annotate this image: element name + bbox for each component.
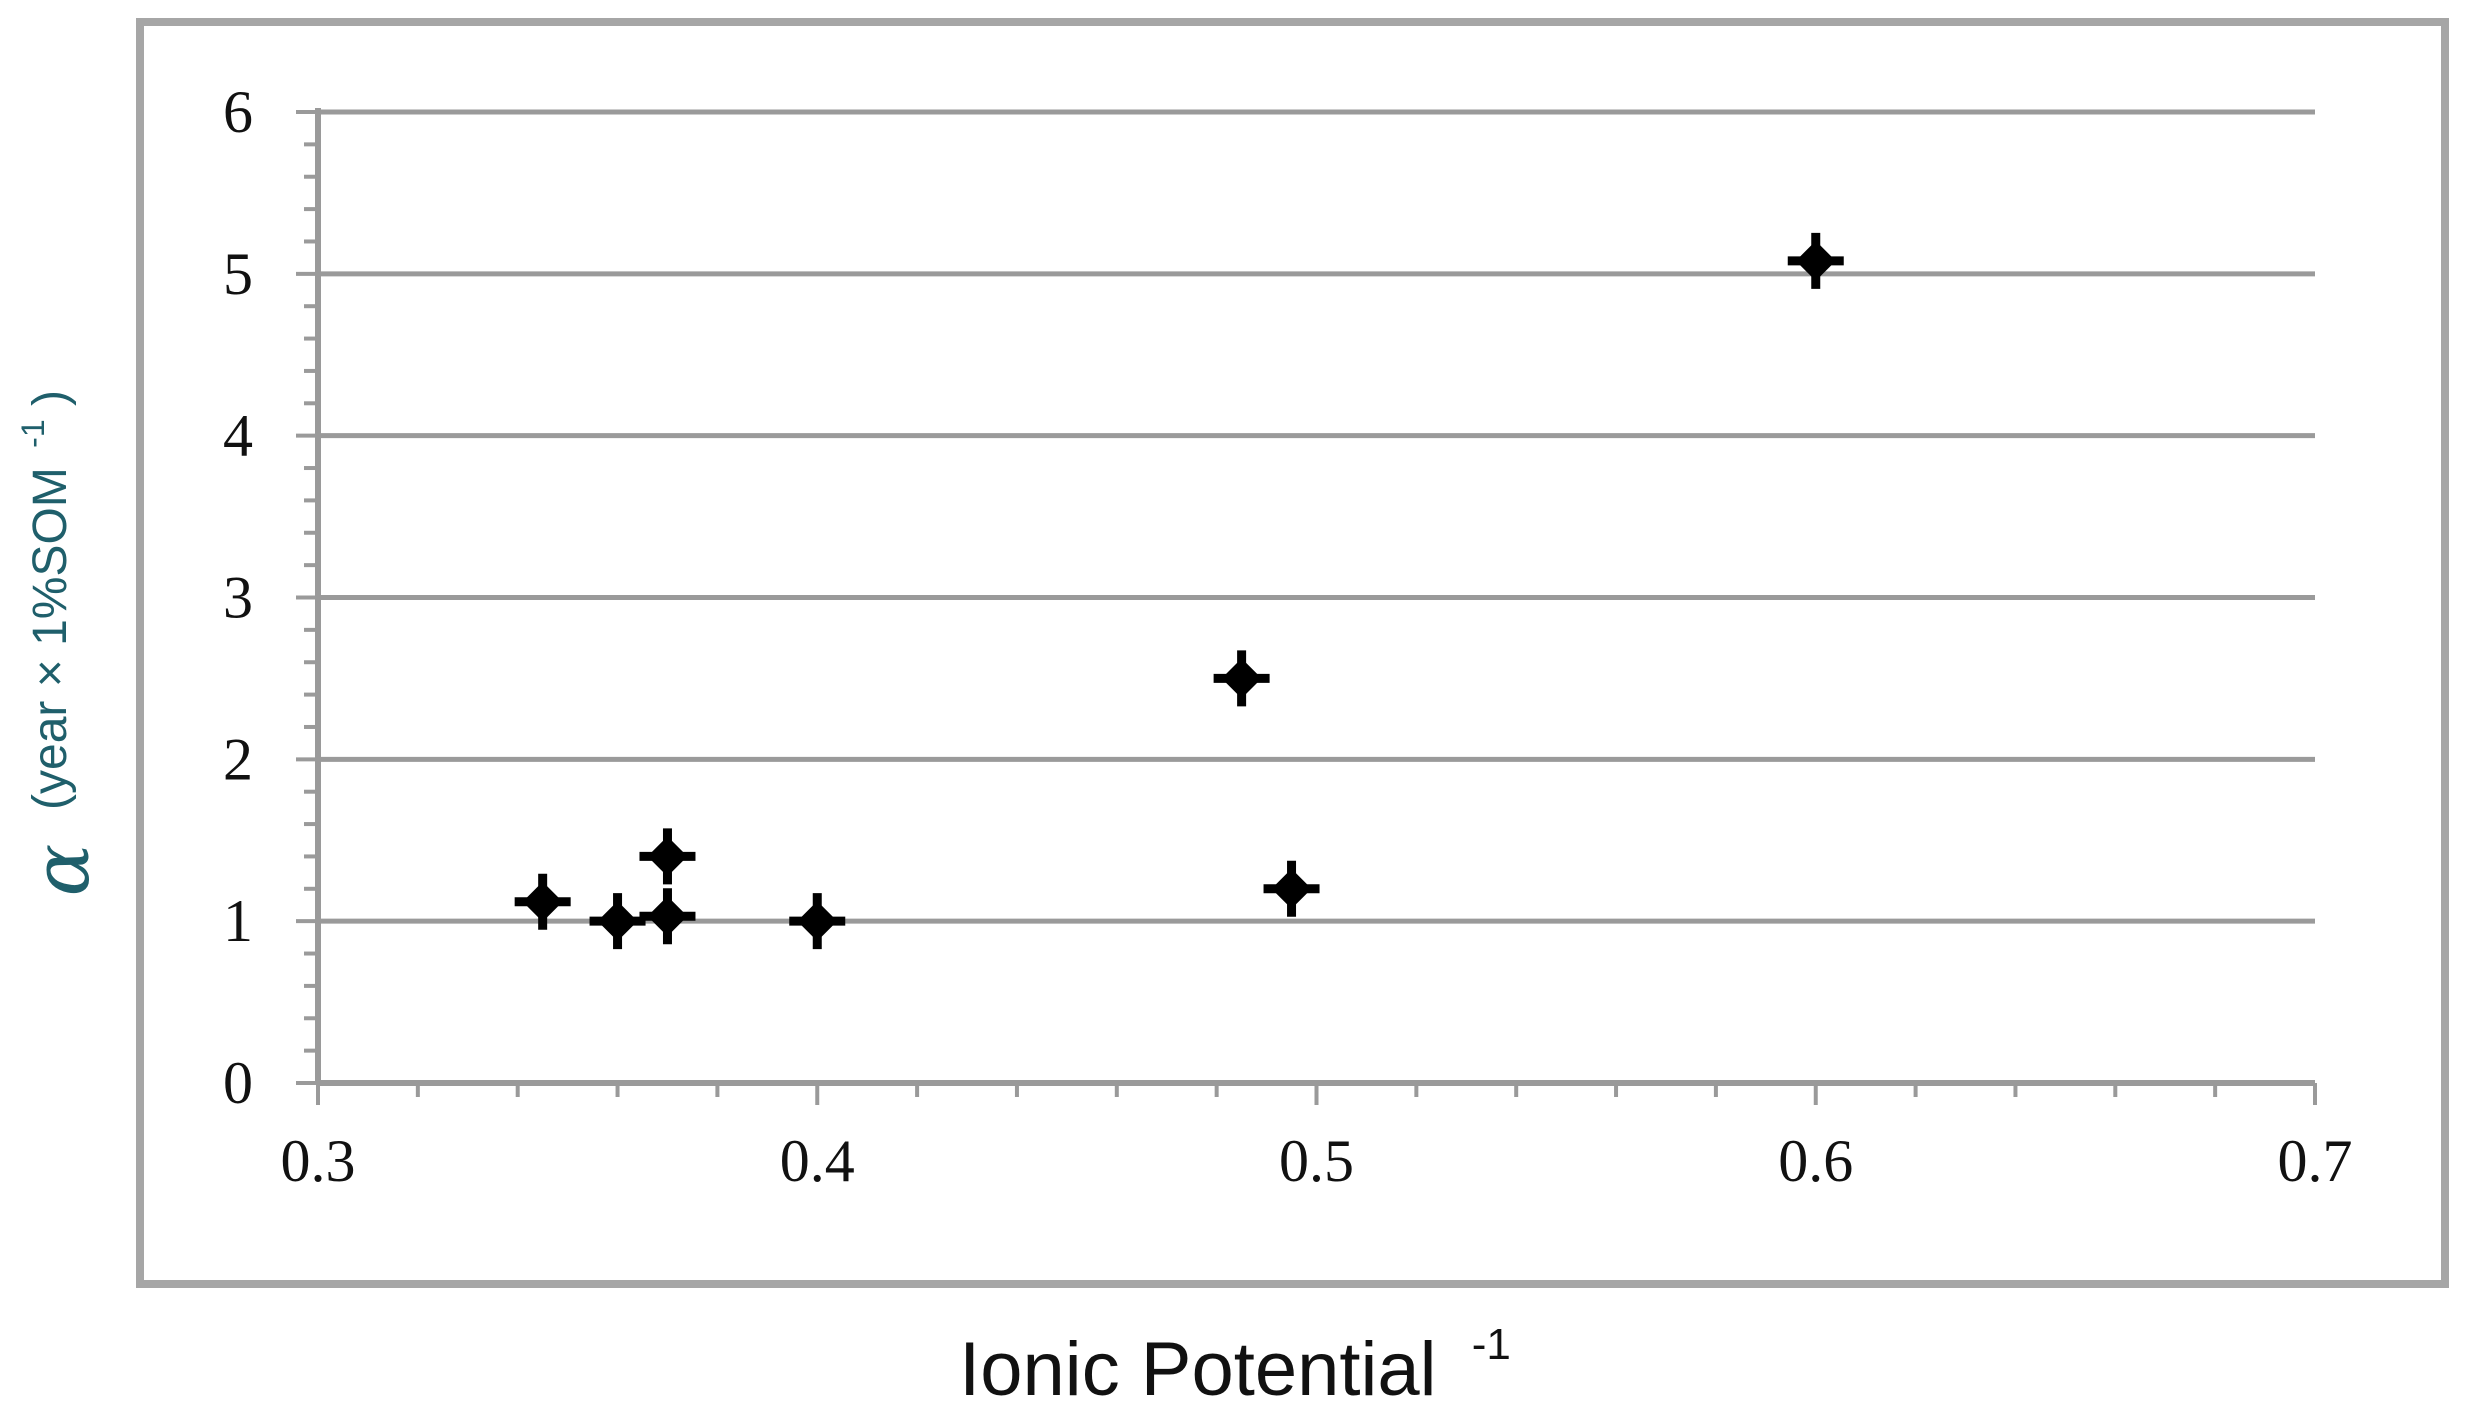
y-tick-label: 2 bbox=[223, 726, 253, 792]
x-axis-label-superscript: -1 bbox=[1472, 1320, 1511, 1369]
x-tick-label: 0.4 bbox=[780, 1128, 855, 1194]
y-axis-units-text: (year × 1%SOM bbox=[24, 467, 77, 810]
data-points bbox=[514, 232, 1844, 950]
y-axis-units-superscript: -1 bbox=[15, 419, 51, 447]
y-tick-label: 6 bbox=[223, 79, 253, 145]
gridlines bbox=[318, 109, 2315, 924]
y-tick-label: 1 bbox=[223, 888, 253, 954]
x-axis-label-main: Ionic Potential bbox=[959, 1327, 1436, 1412]
x-tick-label: 0.3 bbox=[281, 1128, 356, 1194]
data-point bbox=[639, 888, 696, 945]
y-tick-label: 4 bbox=[223, 403, 253, 469]
x-tick-label: 0.5 bbox=[1279, 1128, 1354, 1194]
axes bbox=[296, 108, 2317, 1105]
y-axis-label-units: (year × 1%SOM -1 ) bbox=[2, 390, 77, 810]
x-tick-label: 0.6 bbox=[1778, 1128, 1853, 1194]
data-point bbox=[514, 873, 571, 930]
data-point bbox=[789, 893, 846, 950]
y-tick-label: 0 bbox=[223, 1050, 253, 1116]
y-axis-label-symbol: α bbox=[17, 844, 107, 897]
data-point bbox=[589, 893, 646, 950]
y-tick-label: 3 bbox=[223, 565, 253, 631]
y-axis-label: α (year × 1%SOM -1 ) bbox=[2, 390, 107, 897]
x-axis-label: Ionic Potential -1 bbox=[959, 1320, 1511, 1412]
y-axis-units-close: ) bbox=[24, 390, 77, 406]
x-tick-label: 0.7 bbox=[2278, 1128, 2353, 1194]
chart-frame bbox=[136, 18, 2449, 1288]
data-point bbox=[1787, 232, 1844, 289]
data-point bbox=[1213, 650, 1270, 707]
data-point bbox=[1263, 860, 1320, 917]
data-point bbox=[639, 828, 696, 885]
tick-labels: 0 1 2 3 4 5 6 0.3 0.4 0.5 0.6 0.7 bbox=[223, 79, 2353, 1194]
y-tick-label: 5 bbox=[223, 241, 253, 307]
